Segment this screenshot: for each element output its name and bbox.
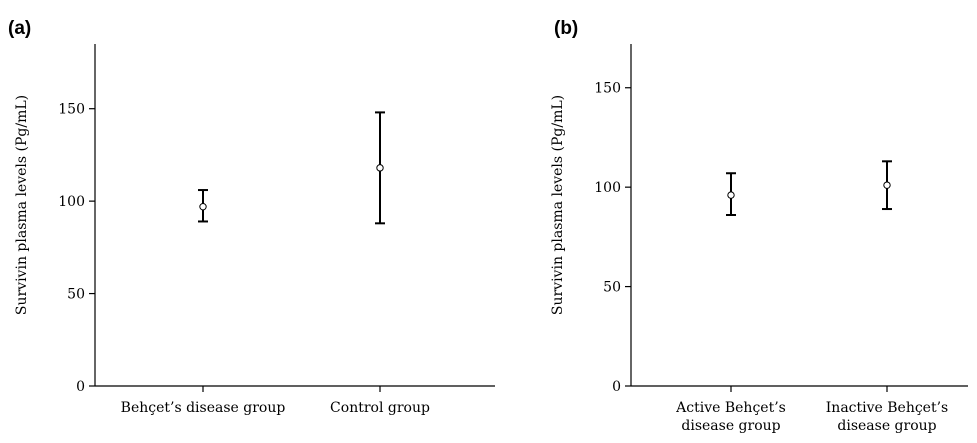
x-category-label: Inactive Behçet’s	[826, 400, 948, 416]
panel-label: (b)	[554, 18, 578, 39]
y-tick-label: 150	[58, 102, 85, 118]
x-category-label: disease group	[837, 418, 936, 434]
x-category-label: Active Behçet’s	[675, 400, 786, 416]
y-axis-label: Survivin plasma levels (Pg/mL)	[550, 95, 566, 315]
y-tick-label: 50	[67, 287, 85, 303]
y-tick-label: 100	[594, 180, 621, 196]
panel-b: (b) 0 50 100 150 Survivin plasma levels (Pg/m…	[550, 18, 968, 434]
x-category-label: Behçet’s disease group	[121, 400, 286, 416]
panel-label: (a)	[8, 18, 31, 39]
y-tick-label: 50	[603, 280, 621, 296]
y-tick-label: 0	[76, 379, 85, 395]
mean-point	[883, 181, 891, 189]
mean-point	[376, 164, 384, 172]
y-tick-label: 150	[594, 81, 621, 97]
y-tick-label: 100	[58, 194, 85, 210]
mean-point	[199, 202, 207, 211]
y-tick-label: 0	[612, 379, 621, 395]
x-category-label: Control group	[330, 400, 430, 416]
x-category-label: disease group	[681, 418, 780, 434]
y-axis-label: Survivin plasma levels (Pg/mL)	[14, 95, 30, 315]
panel-a: (a) 0 50 100 150 Survivin plasma levels (Pg/m…	[8, 18, 495, 416]
mean-point	[727, 191, 735, 199]
